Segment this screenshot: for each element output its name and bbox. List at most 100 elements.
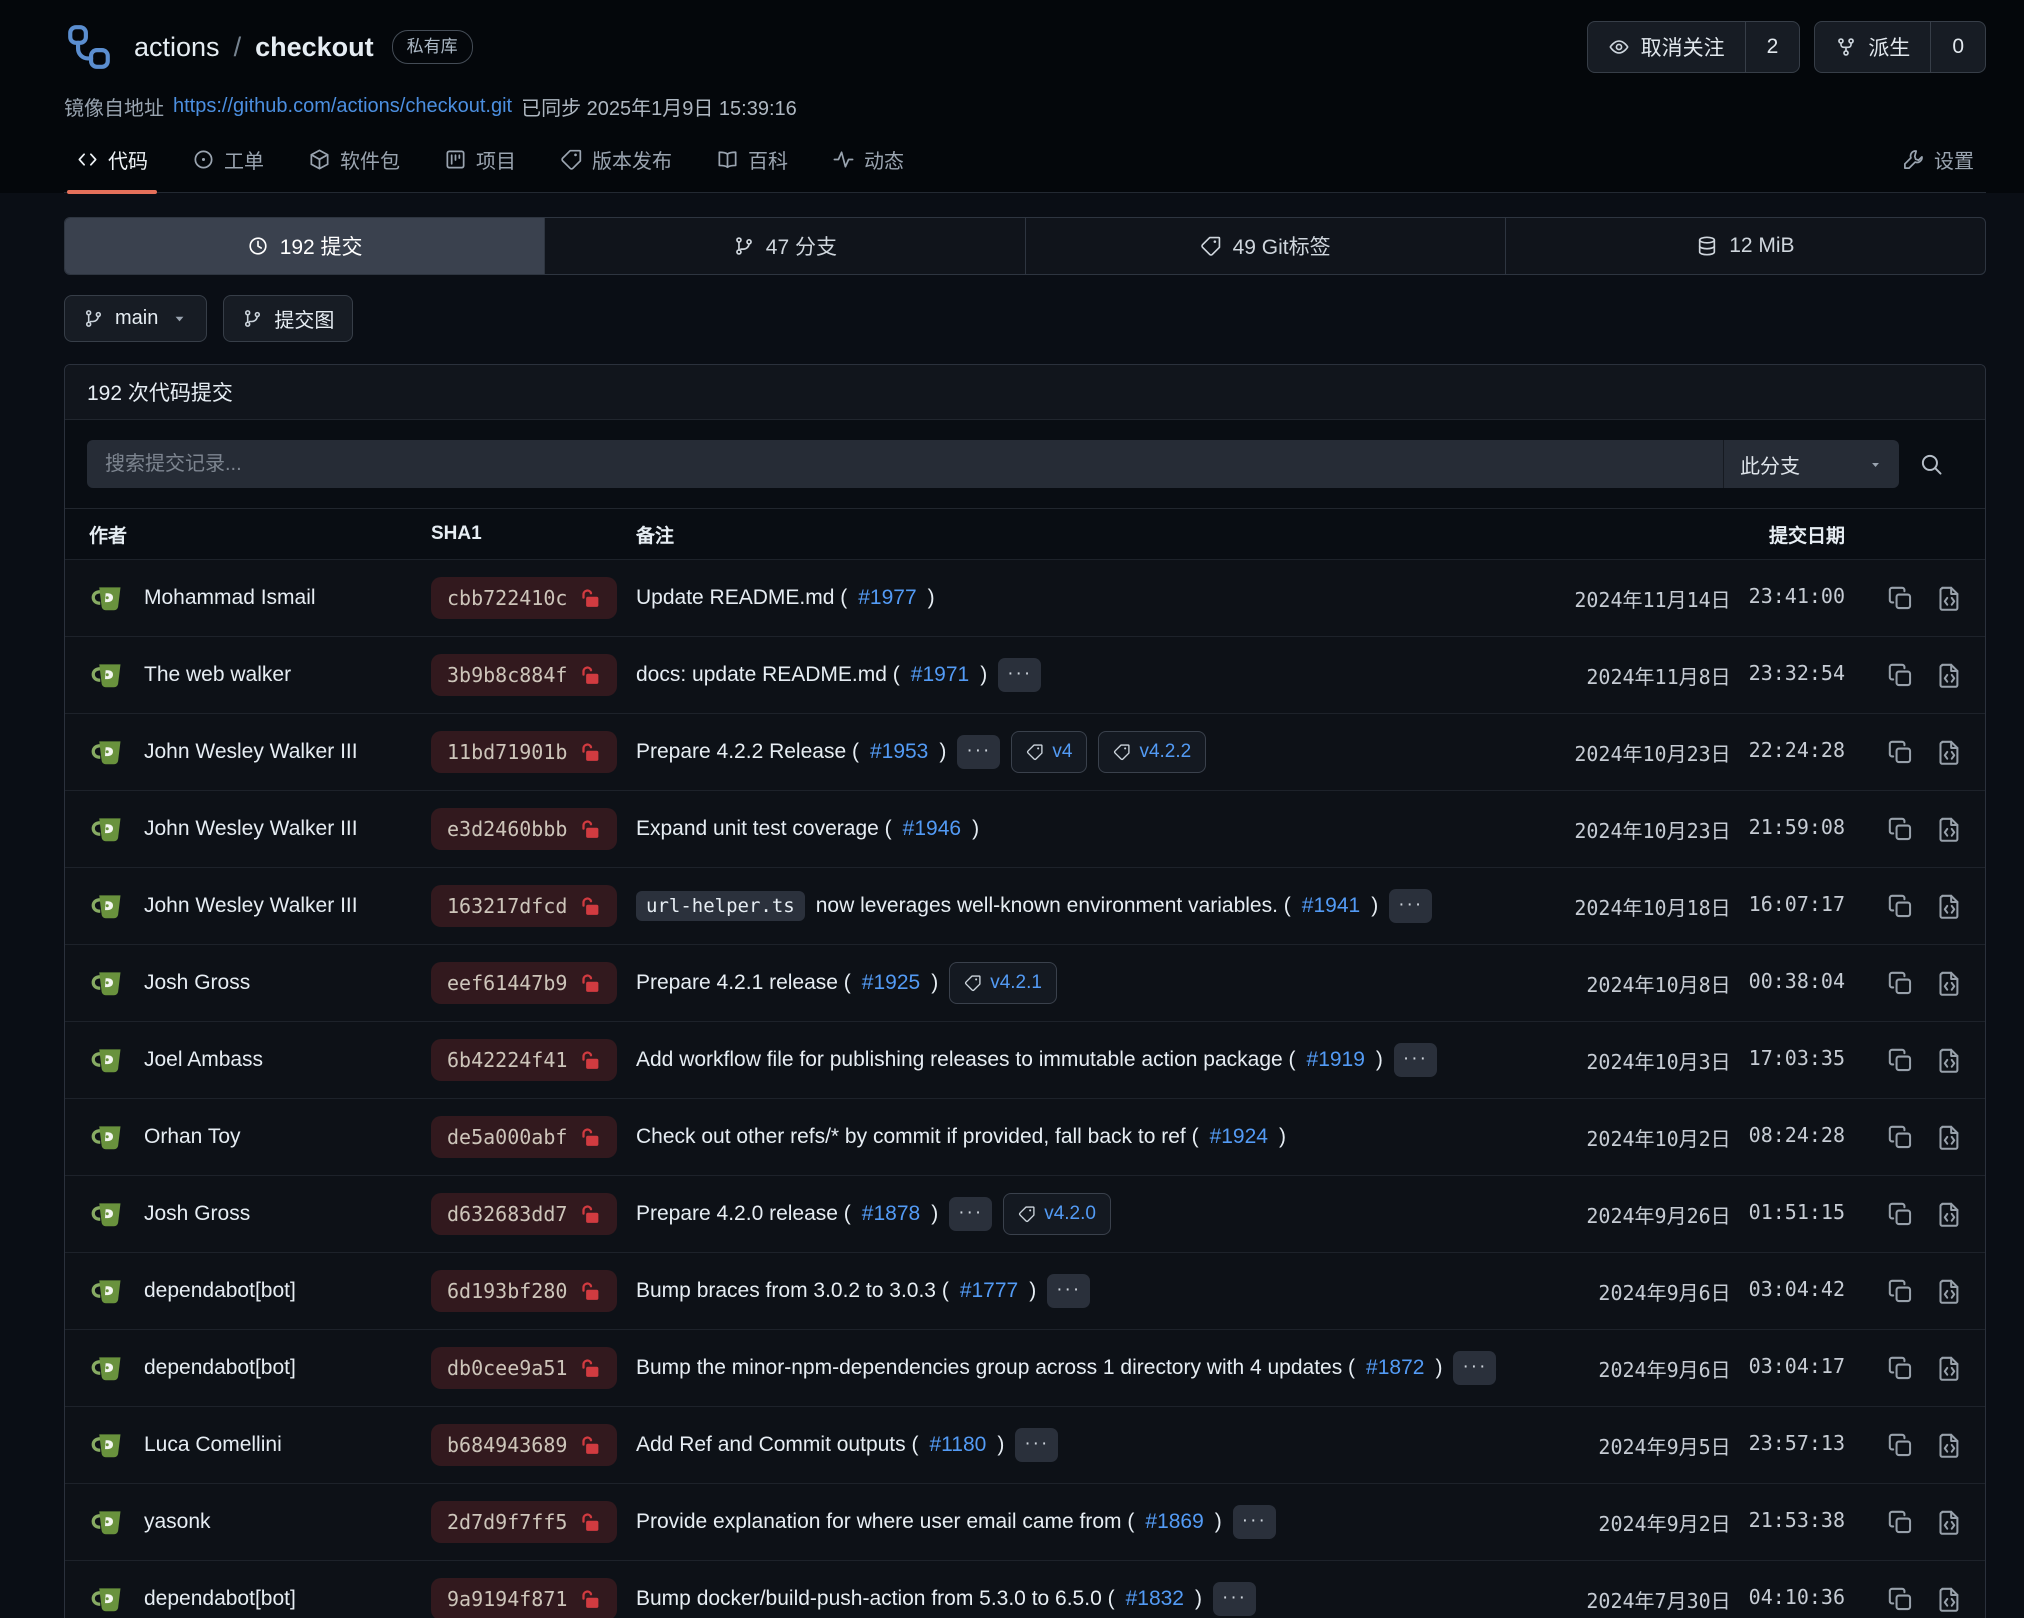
copy-sha-icon[interactable] [1887, 739, 1914, 766]
author-avatar[interactable] [89, 1271, 129, 1311]
tab-releases[interactable]: 版本发布 [548, 139, 684, 192]
commit-sha-link[interactable]: 6b42224f41 [431, 1039, 618, 1081]
pr-link[interactable]: #1180 [929, 1433, 987, 1456]
branch-selector[interactable]: main [64, 295, 208, 342]
copy-sha-icon[interactable] [1887, 1432, 1914, 1459]
pr-link[interactable]: #1878 [861, 1202, 921, 1225]
view-file-at-commit-icon[interactable] [1936, 1201, 1963, 1228]
author-avatar[interactable] [89, 1579, 129, 1618]
view-file-at-commit-icon[interactable] [1936, 1586, 1963, 1613]
pr-link[interactable]: #1977 [858, 586, 917, 609]
pr-link[interactable]: #1924 [1209, 1125, 1268, 1148]
author-name[interactable]: John Wesley Walker III [144, 817, 358, 840]
author-name[interactable]: Luca Comellini [144, 1433, 282, 1456]
copy-sha-icon[interactable] [1887, 1509, 1914, 1536]
author-avatar[interactable] [89, 1040, 129, 1080]
author-name[interactable]: dependabot[bot] [144, 1587, 296, 1610]
view-file-at-commit-icon[interactable] [1936, 1355, 1963, 1382]
branch-filter-dropdown[interactable]: 此分支 [1723, 440, 1899, 488]
commit-sha-link[interactable]: 9a9194f871 [431, 1578, 618, 1618]
tag-button[interactable]: v4.2.2 [1098, 731, 1207, 773]
author-avatar[interactable] [89, 1117, 129, 1157]
tab-projects[interactable]: 项目 [432, 139, 528, 192]
expand-message-button[interactable]: ··· [1393, 1043, 1437, 1077]
stat-commits[interactable]: 192 提交 [65, 218, 545, 274]
expand-message-button[interactable]: ··· [1015, 1428, 1059, 1462]
pr-link[interactable]: #1941 [1301, 894, 1361, 917]
expand-message-button[interactable]: ··· [1453, 1351, 1497, 1385]
tab-code[interactable]: 代码 [64, 139, 160, 194]
pr-link[interactable]: #1946 [902, 817, 962, 840]
view-file-at-commit-icon[interactable] [1936, 970, 1963, 997]
tag-button[interactable]: v4 [1011, 731, 1088, 773]
stat-repo-size[interactable]: 12 MiB [1504, 218, 1985, 274]
expand-message-button[interactable]: ··· [1232, 1505, 1276, 1539]
pr-link[interactable]: #1925 [861, 971, 921, 994]
commit-sha-link[interactable]: 2d7d9f7ff5 [431, 1501, 618, 1543]
copy-sha-icon[interactable] [1887, 1278, 1914, 1305]
tag-button[interactable]: v4.2.0 [1003, 1193, 1111, 1235]
stat-git-tags[interactable]: 49 Git标签 [1024, 218, 1505, 274]
pr-link[interactable]: #1953 [869, 740, 929, 763]
commit-sha-link[interactable]: b684943689 [431, 1424, 618, 1466]
author-avatar[interactable] [89, 886, 129, 926]
author-name[interactable]: yasonk [144, 1510, 211, 1533]
commit-sha-link[interactable]: 163217dfcd [431, 885, 618, 927]
expand-message-button[interactable]: ··· [1047, 1274, 1091, 1308]
breadcrumb-owner-link[interactable]: actions [134, 31, 220, 62]
stat-branches[interactable]: 47 分支 [544, 218, 1024, 274]
view-file-at-commit-icon[interactable] [1936, 1432, 1963, 1459]
author-avatar[interactable] [89, 1194, 129, 1234]
view-file-at-commit-icon[interactable] [1936, 1509, 1963, 1536]
pr-link[interactable]: #1777 [959, 1279, 1019, 1302]
copy-sha-icon[interactable] [1887, 1047, 1914, 1074]
author-name[interactable]: John Wesley Walker III [144, 894, 358, 917]
watchers-count[interactable]: 2 [1744, 22, 1800, 72]
tag-button[interactable]: v4.2.1 [949, 962, 1057, 1004]
author-avatar[interactable] [89, 1502, 129, 1542]
copy-sha-icon[interactable] [1887, 585, 1914, 612]
mirror-url-link[interactable]: https://github.com/actions/checkout.git [173, 95, 513, 117]
fork-button[interactable]: 派生 0 [1814, 21, 1986, 73]
view-file-at-commit-icon[interactable] [1936, 1047, 1963, 1074]
pr-link[interactable]: #1971 [910, 663, 970, 686]
expand-message-button[interactable]: ··· [957, 735, 1001, 769]
author-name[interactable]: John Wesley Walker III [144, 740, 358, 763]
author-avatar[interactable] [89, 1348, 129, 1388]
copy-sha-icon[interactable] [1887, 662, 1914, 689]
view-file-at-commit-icon[interactable] [1936, 893, 1963, 920]
tab-issues[interactable]: 工单 [180, 139, 276, 192]
unwatch-button[interactable]: 取消关注 2 [1586, 21, 1801, 73]
copy-sha-icon[interactable] [1887, 1586, 1914, 1613]
author-name[interactable]: Mohammad Ismail [144, 586, 316, 609]
author-avatar[interactable] [89, 578, 129, 618]
author-name[interactable]: dependabot[bot] [144, 1279, 296, 1302]
copy-sha-icon[interactable] [1887, 816, 1914, 843]
commit-sha-link[interactable]: d632683dd7 [431, 1193, 618, 1235]
view-file-at-commit-icon[interactable] [1936, 739, 1963, 766]
author-avatar[interactable] [89, 963, 129, 1003]
author-name[interactable]: The web walker [144, 663, 292, 686]
copy-sha-icon[interactable] [1887, 1124, 1914, 1151]
tab-wiki[interactable]: 百科 [704, 139, 800, 192]
view-file-at-commit-icon[interactable] [1936, 1124, 1963, 1151]
author-avatar[interactable] [89, 732, 129, 772]
author-name[interactable]: Josh Gross [144, 971, 251, 994]
pr-link[interactable]: #1919 [1306, 1048, 1365, 1071]
copy-sha-icon[interactable] [1887, 1355, 1914, 1382]
commit-graph-button[interactable]: 提交图 [223, 295, 354, 342]
tab-packages[interactable]: 软件包 [296, 139, 412, 192]
copy-sha-icon[interactable] [1887, 970, 1914, 997]
author-name[interactable]: Josh Gross [144, 1202, 251, 1225]
author-avatar[interactable] [89, 655, 129, 695]
commit-search-input[interactable] [87, 440, 1723, 488]
view-file-at-commit-icon[interactable] [1936, 585, 1963, 612]
author-name[interactable]: Orhan Toy [144, 1125, 241, 1148]
commit-sha-link[interactable]: cbb722410c [431, 577, 618, 619]
author-name[interactable]: Joel Ambass [144, 1048, 264, 1071]
author-avatar[interactable] [89, 1425, 129, 1465]
expand-message-button[interactable]: ··· [1389, 889, 1433, 923]
forks-count[interactable]: 0 [1930, 22, 1985, 72]
commit-sha-link[interactable]: de5a000abf [431, 1116, 618, 1158]
pr-link[interactable]: #1872 [1366, 1356, 1425, 1379]
